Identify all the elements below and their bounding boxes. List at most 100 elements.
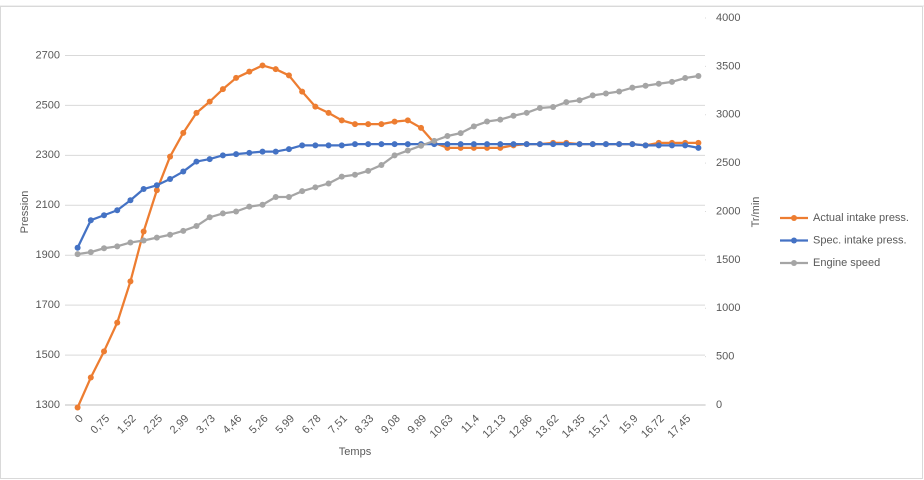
data-point xyxy=(285,72,292,79)
data-point xyxy=(180,129,187,136)
data-point xyxy=(444,133,451,140)
y-tick-label: 1700 xyxy=(36,299,60,311)
y2-tick-label: 4000 xyxy=(716,12,740,24)
data-point xyxy=(655,142,662,149)
data-point xyxy=(351,141,358,148)
data-point xyxy=(114,243,121,250)
data-point xyxy=(219,210,226,217)
x-axis-title: Temps xyxy=(339,446,372,458)
data-point xyxy=(589,141,596,148)
data-point xyxy=(87,374,94,381)
data-point xyxy=(404,147,411,154)
data-point xyxy=(127,278,134,285)
data-point xyxy=(668,142,675,149)
data-point xyxy=(391,152,398,159)
data-point xyxy=(193,158,200,165)
data-point xyxy=(616,88,623,95)
data-point xyxy=(299,142,306,149)
data-point xyxy=(219,86,226,93)
data-point xyxy=(391,118,398,125)
data-point xyxy=(338,173,345,180)
data-point xyxy=(695,144,702,151)
data-point xyxy=(259,201,266,208)
data-point xyxy=(259,148,266,155)
data-point xyxy=(365,167,372,174)
legend-label: Actual intake press. xyxy=(813,212,909,224)
data-point xyxy=(299,88,306,95)
data-point xyxy=(418,124,425,131)
y2-tick-label: 1500 xyxy=(716,254,740,266)
data-point xyxy=(219,152,226,159)
data-point xyxy=(510,112,517,119)
data-point xyxy=(351,121,358,128)
data-point xyxy=(563,99,570,106)
legend-marker xyxy=(791,260,797,266)
data-point xyxy=(695,73,702,80)
data-point xyxy=(259,62,266,69)
data-point xyxy=(470,123,477,130)
data-point xyxy=(431,137,438,144)
data-point xyxy=(140,186,147,193)
data-point xyxy=(325,142,332,149)
y-tick-label: 1500 xyxy=(36,349,60,361)
data-point xyxy=(484,141,491,148)
data-point xyxy=(602,90,609,97)
legend-marker xyxy=(791,215,797,221)
data-point xyxy=(246,68,253,75)
data-point xyxy=(378,121,385,128)
data-point xyxy=(391,141,398,148)
data-point xyxy=(285,146,292,153)
data-point xyxy=(272,66,279,73)
data-point xyxy=(629,84,636,91)
data-point xyxy=(642,82,649,89)
data-point xyxy=(272,148,279,155)
data-point xyxy=(193,109,200,116)
data-point xyxy=(563,141,570,148)
data-point xyxy=(470,141,477,148)
data-point xyxy=(589,92,596,99)
data-point xyxy=(338,142,345,149)
data-point xyxy=(378,141,385,148)
data-point xyxy=(101,348,108,355)
data-point xyxy=(246,203,253,210)
y2-tick-label: 500 xyxy=(716,351,734,363)
data-point xyxy=(536,141,543,148)
y2-tick-label: 1000 xyxy=(716,302,740,314)
data-point xyxy=(616,141,623,148)
data-point xyxy=(114,319,121,326)
data-point xyxy=(206,156,213,163)
y-tick-label: 2500 xyxy=(36,99,60,111)
data-point xyxy=(74,244,81,251)
y-tick-label: 2100 xyxy=(36,199,60,211)
data-point xyxy=(180,227,187,234)
data-point xyxy=(404,141,411,148)
data-point xyxy=(655,80,662,87)
data-point xyxy=(378,162,385,169)
data-point xyxy=(167,176,174,183)
data-point xyxy=(418,142,425,149)
data-point xyxy=(127,239,134,246)
data-point xyxy=(351,171,358,178)
data-point xyxy=(140,228,147,235)
data-point xyxy=(325,109,332,116)
data-point xyxy=(365,141,372,148)
data-point xyxy=(153,234,160,241)
data-point xyxy=(444,141,451,148)
legend-label: Spec. intake press. xyxy=(813,234,907,246)
data-point xyxy=(682,74,689,81)
data-point xyxy=(272,193,279,200)
data-point xyxy=(550,141,557,148)
data-point xyxy=(140,237,147,244)
data-point xyxy=(153,182,160,189)
legend-label: Engine speed xyxy=(813,257,880,269)
data-point xyxy=(536,104,543,111)
data-point xyxy=(523,141,530,148)
y-tick-label: 1300 xyxy=(36,399,60,411)
data-point xyxy=(87,249,94,256)
data-point xyxy=(167,153,174,160)
data-point xyxy=(153,187,160,194)
y-axis-title: Pression xyxy=(19,191,31,234)
data-point xyxy=(457,141,464,148)
data-point xyxy=(682,142,689,149)
data-point xyxy=(206,214,213,221)
